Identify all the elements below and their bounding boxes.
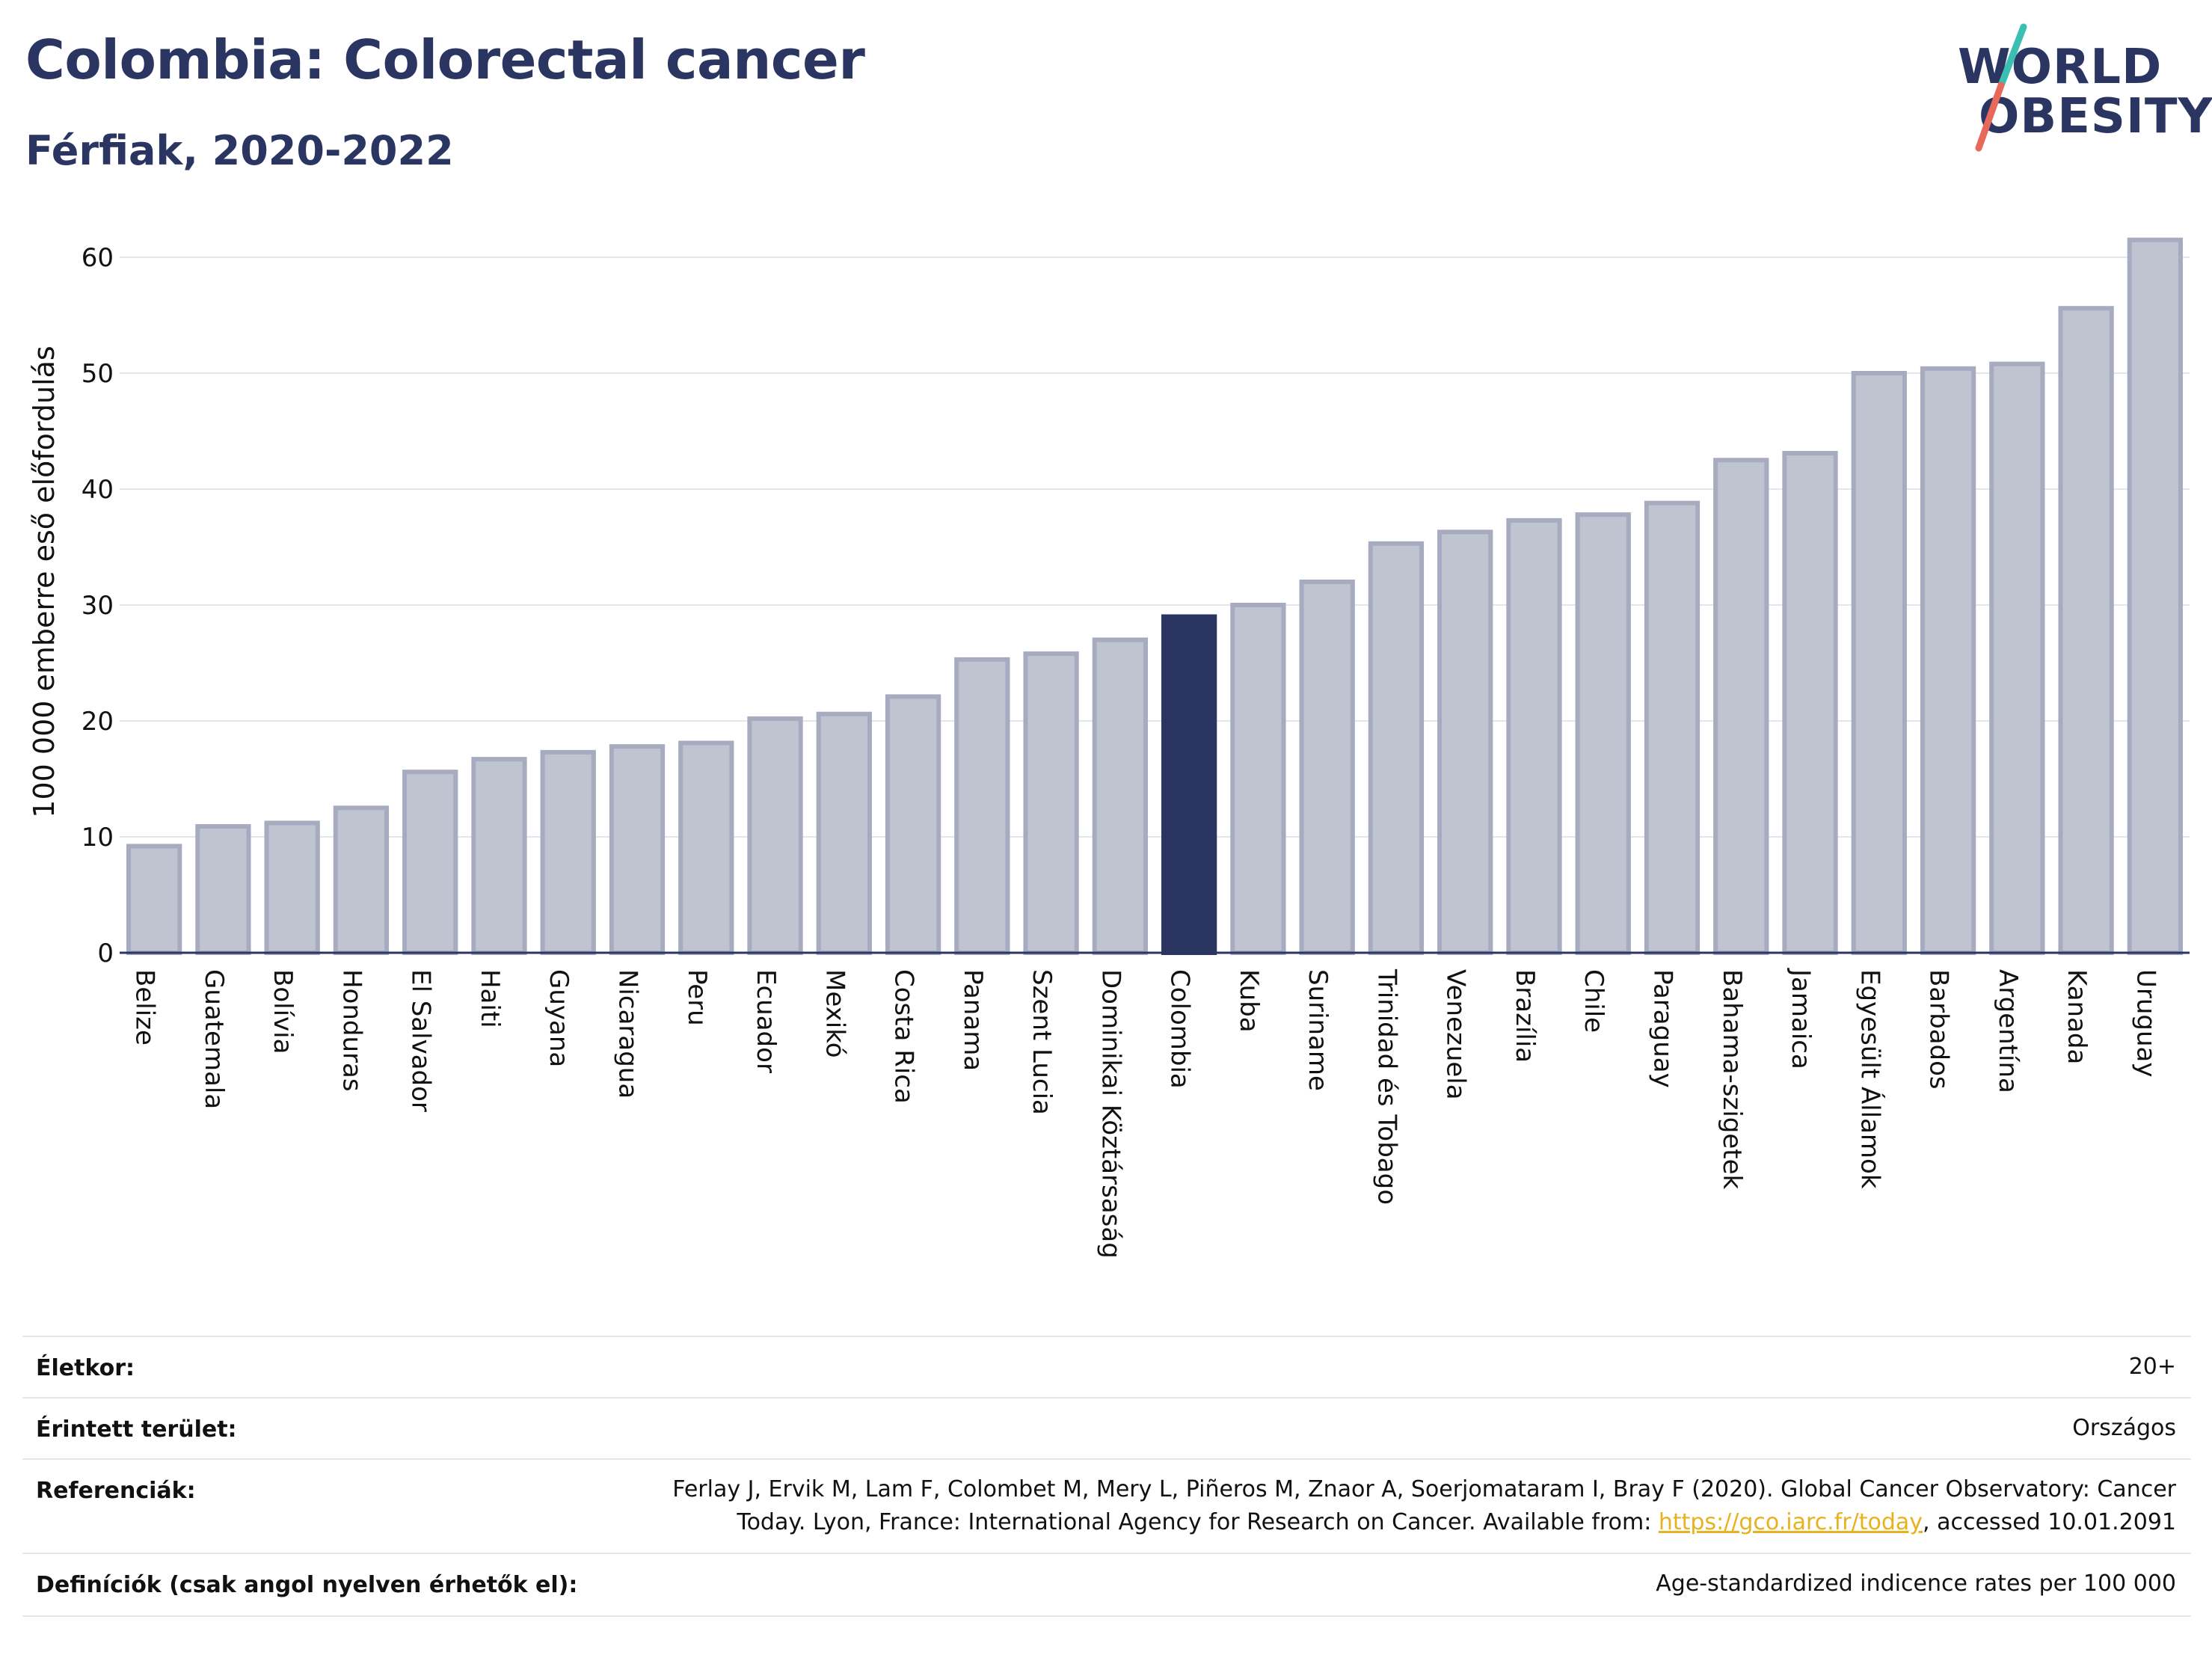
references-line2-text: Today. Lyon, France: International Agenc… [737, 1509, 1659, 1535]
x-tick-label: Guatemala [199, 969, 229, 1109]
x-tick-label: Paraguay [1648, 969, 1678, 1088]
x-tick-label: Egyesült Államok [1855, 969, 1885, 1189]
age-value: 20+ [2128, 1354, 2176, 1380]
definitions-label: Definíciók (csak angol nyelven érhetők e… [36, 1572, 578, 1598]
x-tick-label: Costa Rica [889, 969, 919, 1104]
references-accessed: , accessed 10.01.2091 [1923, 1509, 2176, 1535]
bar-honduras [333, 805, 390, 955]
y-tick-label: 40 [82, 475, 114, 505]
logo-slash-icon [1975, 23, 2027, 152]
bar-argentína [1989, 361, 2045, 956]
x-tick-label: Kanada [2062, 969, 2092, 1064]
x-tick-labels: Belize Guatemala Bolívia Honduras El Salvado… [130, 968, 2161, 1259]
bar-brazília [1506, 518, 1562, 956]
info-row-definitions: Definíciók (csak angol nyelven érhetők e… [22, 1553, 2191, 1617]
bar-nicaragua [609, 744, 666, 955]
x-tick-label: Barbados [1924, 969, 1954, 1090]
x-tick-label: Ecuador [751, 969, 781, 1073]
chart-subtitle: Férfiak, 2020-2022 [25, 127, 454, 174]
references-value: Ferlay J, Ervik M, Lam F, Colombet M, Me… [672, 1473, 2176, 1539]
references-line2: Today. Lyon, France: International Agenc… [672, 1506, 2176, 1539]
x-tick-label: Trinidad és Tobago [1371, 968, 1401, 1205]
x-tick-label: Colombia [1165, 969, 1195, 1089]
x-tick-label: Belize [130, 969, 160, 1045]
x-tick-label: Guyana [544, 969, 574, 1067]
y-tick-label: 50 [82, 359, 114, 389]
info-row-age: Életkor: 20+ [22, 1336, 2191, 1398]
x-tick-label: Kuba [1234, 969, 1264, 1033]
bar-el-salvador [402, 770, 458, 956]
x-tick-label: Nicaragua [613, 969, 643, 1099]
x-tick-label: Dominikai Köztársaság [1096, 969, 1125, 1259]
bar-jamaica [1782, 450, 1838, 955]
info-row-area: Érintett terület: Országos [22, 1397, 2191, 1460]
x-tick-label: Argentína [1993, 969, 2023, 1093]
bar-egyesült-államok [1851, 371, 1907, 955]
area-label: Érintett terület: [36, 1416, 237, 1443]
bar-haiti [471, 757, 527, 956]
bar-paraguay [1644, 500, 1701, 956]
x-tick-label: Panama [958, 969, 988, 1071]
x-tick-label: Venezuela [1441, 969, 1471, 1100]
y-axis-label: 100 000 emberre eső előfordulás [28, 346, 61, 817]
references-line1: Ferlay J, Ervik M, Lam F, Colombet M, Me… [672, 1476, 2176, 1502]
age-label: Életkor: [36, 1355, 135, 1381]
y-tick-labels: 0 10 20 30 40 50 60 [82, 243, 114, 968]
chart-title: Colombia: Colorectal cancer [25, 28, 865, 91]
logo-line1: WORLD [1958, 40, 2163, 95]
y-tick-label: 10 [82, 823, 114, 853]
x-tick-label: Szent Lucia [1027, 969, 1057, 1115]
bar-guatemala [195, 824, 251, 955]
info-row-references: Referenciák: Ferlay J, Ervik M, Lam F, C… [22, 1458, 2191, 1554]
bar-barbados [1920, 366, 1976, 956]
bar-bolívia [264, 820, 320, 956]
definitions-value: Age-standardized indicence rates per 100… [1656, 1570, 2176, 1597]
bar-chile [1575, 512, 1631, 956]
y-tick-label: 20 [82, 707, 114, 737]
bar-costa-rica [885, 694, 941, 955]
references-label: Referenciák: [36, 1478, 196, 1504]
bar-dominikai-köztársaság [1092, 637, 1149, 955]
x-tick-label: Honduras [337, 969, 366, 1092]
x-tick-label: Suriname [1303, 969, 1333, 1091]
bar-panama [954, 657, 1010, 955]
x-tick-label: Bolívia [268, 969, 298, 1054]
bar-szent-lucia [1023, 651, 1079, 955]
bar-bahama-szigetek [1713, 458, 1769, 955]
bar-suriname [1299, 580, 1355, 955]
x-tick-label: Haiti [475, 969, 505, 1028]
bar-belize [126, 844, 182, 956]
x-tick-label: Mexikó [820, 969, 850, 1058]
y-tick-label: 60 [82, 243, 114, 273]
x-tick-label: Uruguay [2130, 969, 2160, 1078]
bar-chart: 0 10 20 30 40 50 60 Belize Guatemala Bolívia Hond… [28, 237, 2190, 1259]
bar-colombia [1161, 614, 1217, 955]
bar-uruguay [2127, 237, 2184, 955]
x-tick-label: Bahama-szigetek [1717, 969, 1747, 1190]
bar-venezuela [1437, 529, 1493, 956]
y-tick-label: 30 [82, 591, 114, 621]
x-tick-label: Brazília [1510, 969, 1540, 1063]
world-obesity-logo: WORLD OBESITY [1952, 22, 2212, 157]
bar-kanada [2058, 306, 2114, 955]
x-tick-label: El Salvador [406, 969, 436, 1112]
bar-mexikó [816, 711, 872, 955]
bar-kuba [1230, 603, 1286, 955]
x-tick-label: Jamaica [1786, 968, 1816, 1069]
grid-lines [120, 257, 2190, 838]
bar-ecuador [747, 716, 803, 956]
x-tick-label: Chile [1579, 969, 1609, 1033]
bar-trinidad-és-tobago [1368, 541, 1425, 956]
x-tick-label: Peru [682, 969, 712, 1026]
logo-line2: OBESITY [1979, 89, 2212, 144]
area-value: Országos [2072, 1415, 2176, 1441]
y-tick-label: 0 [97, 939, 114, 968]
gco-link[interactable]: https://gco.iarc.fr/today [1658, 1509, 1923, 1535]
bar-guyana [540, 749, 596, 955]
bars [126, 237, 2184, 956]
bar-peru [678, 740, 734, 955]
